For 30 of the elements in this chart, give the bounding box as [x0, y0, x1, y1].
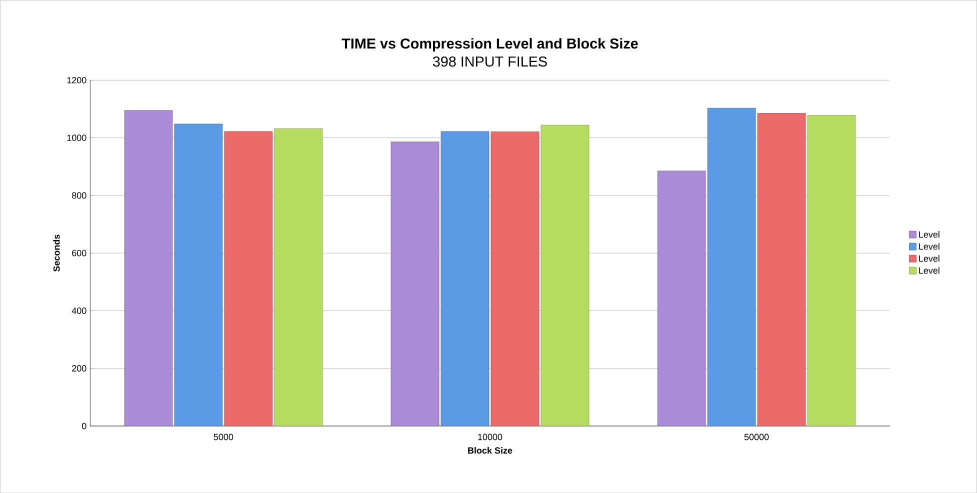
bar: [274, 128, 323, 426]
y-tick-label: 800: [72, 192, 86, 199]
bar: [224, 131, 273, 426]
bar: [124, 110, 173, 426]
chart-subtitle: 398 INPUT FILES: [432, 56, 547, 67]
x-tick-label: 50000: [744, 434, 769, 440]
bar: [657, 170, 706, 426]
legend-label: Level: [919, 242, 940, 250]
x-tick-label: 5000: [214, 434, 234, 440]
bar: [807, 115, 856, 426]
y-tick-label: 200: [72, 365, 86, 372]
chart-title: TIME vs Compression Level and Block Size: [342, 38, 638, 52]
legend-label: Level: [919, 267, 940, 274]
bar: [707, 108, 756, 426]
legend-label: Level: [919, 230, 940, 238]
y-tick-label: 600: [72, 250, 86, 256]
bar: [540, 124, 590, 426]
bar: [757, 113, 806, 426]
y-tick-label: 0: [82, 422, 86, 430]
bar: [440, 131, 490, 426]
bar: [174, 124, 223, 426]
y-tick-label: 1200: [67, 76, 86, 84]
y-tick-label: 1000: [67, 134, 86, 141]
bar: [390, 142, 440, 426]
x-tick-label: 10000: [478, 434, 502, 440]
y-tick-label: 400: [72, 307, 86, 314]
x-axis-title: Block Size: [468, 446, 512, 454]
bar: [490, 131, 540, 426]
y-axis-title: Seconds: [53, 234, 60, 272]
legend-label: Level: [919, 254, 940, 262]
